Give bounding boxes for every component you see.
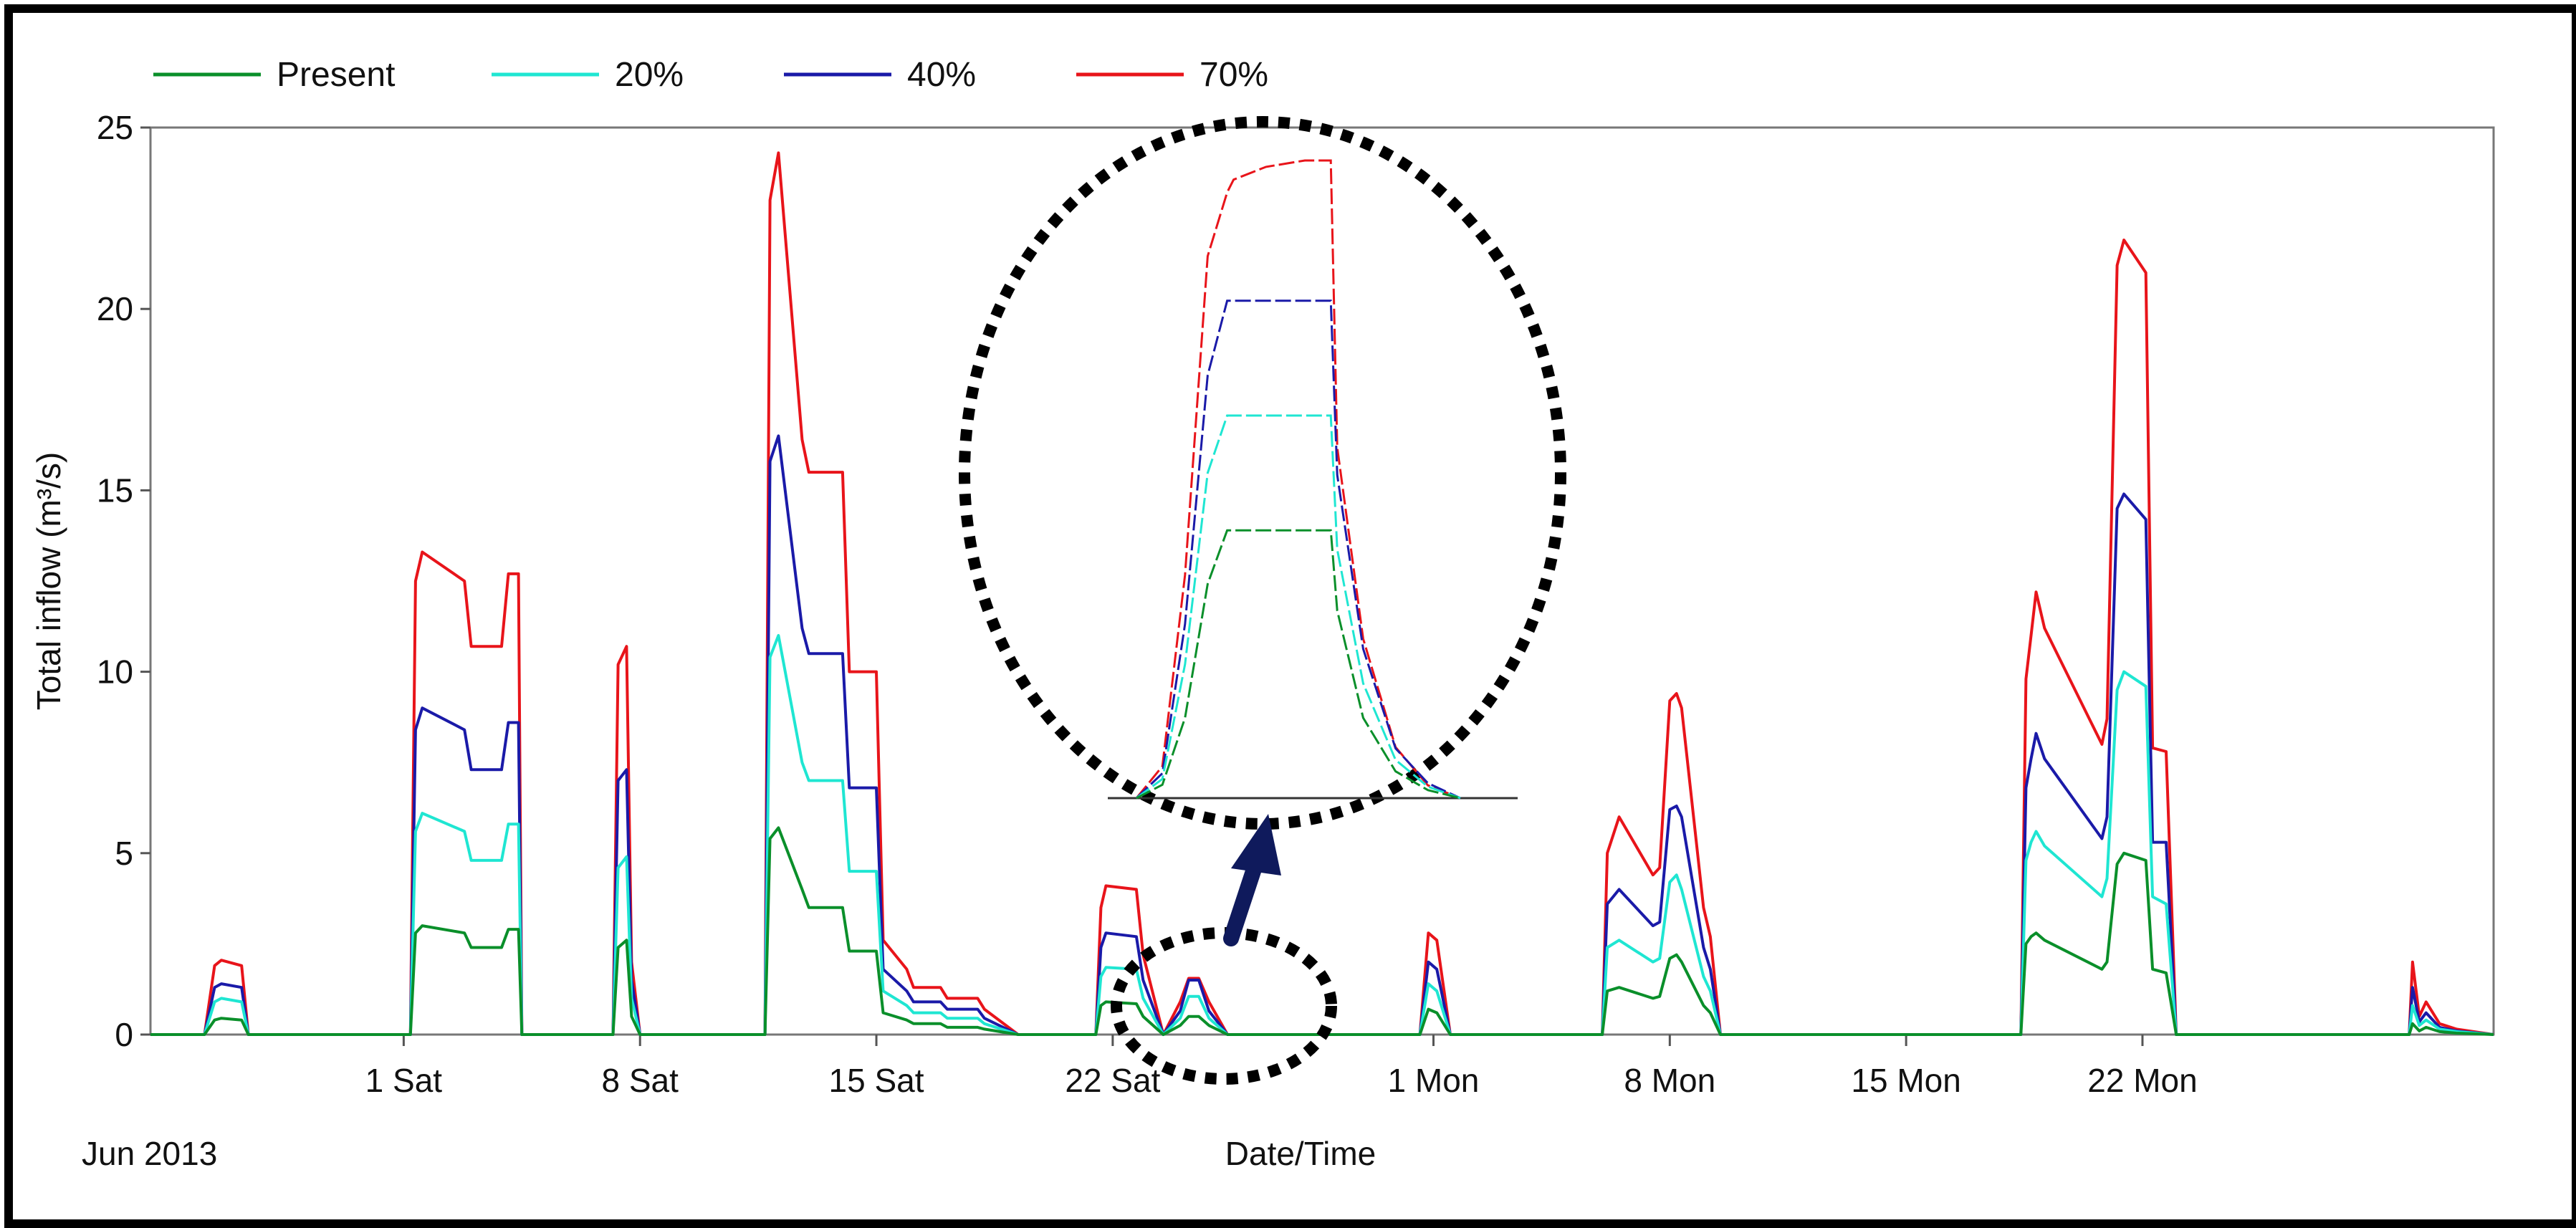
- zoom-ellipse: [959, 116, 1566, 830]
- inflow-chart: Present 20% 40% 70% 0 5 10 15 20 25 1 Sat 8 Sat 15…: [30, 56, 2495, 1172]
- y-tick-label: 5: [115, 835, 133, 872]
- y-axis-title: Total inflow (m³/s): [30, 452, 67, 710]
- x-tick-label: 15 Mon: [1851, 1062, 1960, 1099]
- series-line: [150, 826, 2494, 1036]
- x-tick-label: 8 Mon: [1624, 1062, 1715, 1099]
- zoom-annotation: [959, 116, 1566, 1085]
- y-tick-label: 10: [97, 653, 133, 691]
- y-tick-label: 15: [97, 471, 133, 509]
- zoom-arrow-head: [1231, 814, 1281, 876]
- x-tick-label: 15 Sat: [829, 1062, 924, 1099]
- legend-label: 20%: [615, 56, 684, 94]
- series-line: [150, 634, 2494, 1036]
- y-tick-label: 20: [97, 290, 133, 327]
- series-line: [150, 434, 2494, 1036]
- x-tick-label: 1 Sat: [365, 1062, 443, 1099]
- x-axis: 1 Sat 8 Sat 15 Sat 22 Sat 1 Mon 8 Mon 15 Mon 22…: [365, 1035, 2198, 1099]
- inset-series-line: [1136, 529, 1461, 800]
- legend-label: 40%: [907, 56, 976, 94]
- legend-label: Present: [277, 56, 395, 94]
- y-tick-label: 0: [115, 1016, 133, 1053]
- legend: Present 20% 40% 70%: [153, 56, 1268, 94]
- zoom-arrow-shaft: [1223, 859, 1263, 946]
- series-layer: [150, 151, 2494, 1036]
- y-tick-label: 25: [97, 109, 133, 146]
- x-tick-label: 22 Mon: [2087, 1062, 2197, 1099]
- chart-frame: Present 20% 40% 70% 0 5 10 15 20 25 1 Sat 8 Sat 15…: [4, 4, 2576, 1228]
- x-tick-label: 8 Sat: [602, 1062, 679, 1099]
- x-tick-label: 1 Mon: [1388, 1062, 1480, 1099]
- x-caption: Jun 2013: [82, 1135, 217, 1172]
- y-axis: 0 5 10 15 20 25: [97, 109, 150, 1053]
- x-tick-label: 22 Sat: [1065, 1062, 1160, 1099]
- plot-area: [149, 126, 2495, 1036]
- inset-series-line: [1135, 159, 1461, 800]
- inset-series-line: [1136, 414, 1461, 800]
- zoom-source-circle: [1111, 927, 1337, 1085]
- x-axis-title: Date/Time: [1225, 1135, 1376, 1172]
- inset-series-line: [1135, 299, 1461, 800]
- legend-label: 70%: [1200, 56, 1268, 94]
- series-line: [150, 151, 2494, 1036]
